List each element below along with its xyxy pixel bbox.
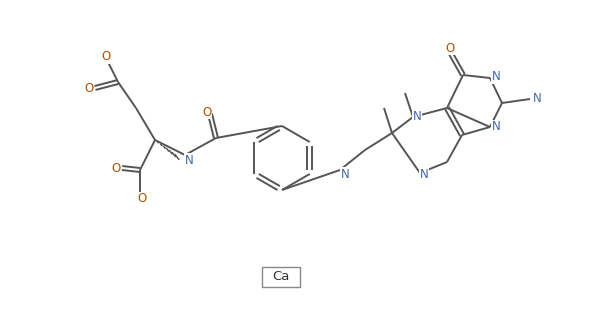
Text: O: O bbox=[84, 82, 94, 95]
Text: N: N bbox=[412, 110, 422, 123]
Text: N: N bbox=[491, 70, 501, 83]
Text: O: O bbox=[446, 41, 455, 54]
Text: O: O bbox=[102, 51, 111, 64]
Text: Ca: Ca bbox=[272, 271, 289, 284]
Text: O: O bbox=[137, 192, 147, 205]
Text: N: N bbox=[532, 93, 542, 106]
Text: N: N bbox=[341, 168, 349, 181]
Text: N: N bbox=[420, 169, 428, 182]
Text: N: N bbox=[491, 121, 501, 134]
Bar bbox=[262, 267, 300, 287]
Text: O: O bbox=[111, 161, 121, 174]
Text: N: N bbox=[185, 154, 193, 167]
Text: O: O bbox=[203, 106, 212, 118]
